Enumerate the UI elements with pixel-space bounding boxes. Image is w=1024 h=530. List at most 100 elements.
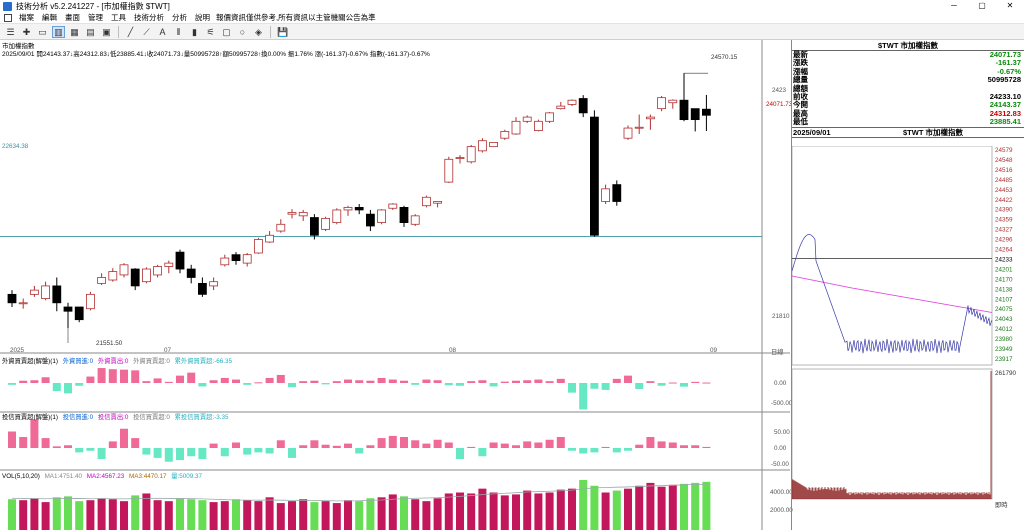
dealer-bar bbox=[635, 444, 644, 448]
volume-bar bbox=[579, 480, 588, 530]
foreign-bar bbox=[702, 382, 711, 384]
close-button[interactable]: ✕ bbox=[1006, 1, 1014, 10]
dealer-bar bbox=[512, 445, 520, 448]
foreign-bar bbox=[422, 379, 431, 383]
foreign-bar bbox=[411, 383, 420, 385]
menu-file[interactable]: 檔案 bbox=[19, 13, 34, 22]
menu-technical-analysis[interactable]: 技術分析 bbox=[134, 13, 164, 22]
candle-body bbox=[265, 234, 275, 243]
candle-body bbox=[175, 251, 185, 270]
mini-volume-tick: 261790 bbox=[995, 370, 1017, 377]
circle-icon[interactable]: ○ bbox=[239, 26, 246, 37]
dealer-bar bbox=[310, 440, 319, 448]
dealer-bar bbox=[52, 446, 61, 448]
candle-body bbox=[634, 126, 644, 129]
chart-area[interactable]: 市加權指數 2025/09/01 開24143.37↓高24312.83↓低23… bbox=[0, 40, 793, 530]
dealer-bar bbox=[366, 445, 375, 448]
dealer-bar bbox=[478, 448, 487, 457]
volume-bar bbox=[691, 482, 700, 530]
menu-manage[interactable]: 管理 bbox=[88, 13, 103, 22]
candle-body bbox=[466, 146, 476, 163]
dealer-bar bbox=[30, 419, 39, 448]
volume-bar bbox=[624, 488, 632, 530]
menu-edit[interactable]: 編輯 bbox=[42, 13, 57, 22]
volume-bar bbox=[433, 498, 442, 530]
foreign-bar bbox=[579, 383, 588, 410]
volume-bar bbox=[321, 501, 330, 530]
dealer-bar bbox=[411, 440, 420, 448]
save-icon[interactable]: 💾 bbox=[277, 26, 289, 37]
dealer-bar bbox=[41, 438, 50, 448]
dealer-bar bbox=[646, 437, 655, 448]
reference-line-label: 22634.38 bbox=[2, 143, 29, 150]
volume-bar bbox=[265, 497, 274, 530]
candle-body bbox=[623, 127, 633, 139]
candle-body bbox=[522, 116, 532, 122]
chart-icon[interactable]: ☰ bbox=[6, 26, 15, 37]
trend-icon[interactable]: ⟋ bbox=[143, 26, 150, 37]
bars-icon[interactable]: ⦀ bbox=[176, 26, 181, 37]
dealer-bar bbox=[332, 445, 341, 448]
foreign-bar bbox=[601, 383, 610, 390]
dealer-bar bbox=[209, 443, 218, 448]
mini-y-tick: 24296 bbox=[995, 237, 1013, 244]
fill-icon[interactable]: ◈ bbox=[255, 26, 262, 37]
candle-body bbox=[231, 254, 241, 261]
volume-bar bbox=[355, 501, 364, 530]
candle-body bbox=[421, 196, 431, 207]
minimize-button[interactable]: ─ bbox=[951, 1, 957, 10]
quote-label: 最低 bbox=[793, 117, 808, 127]
mini-y-tick: 24170 bbox=[995, 276, 1013, 283]
config-icon[interactable]: ▤ bbox=[86, 26, 95, 37]
candle-icon[interactable]: ▥ bbox=[52, 25, 65, 38]
text-tool-icon[interactable]: A bbox=[159, 26, 166, 37]
dealer-bar bbox=[176, 448, 184, 461]
volume-bar bbox=[512, 494, 520, 530]
mini-y-tick: 23949 bbox=[995, 346, 1013, 353]
zoom-icon[interactable]: ▣ bbox=[102, 26, 111, 37]
menu-bar: 檔案 編輯 畫面 管理 工具 技術分析 分析 說明 報價資訊僅供參考,所有資訊以… bbox=[0, 12, 1024, 24]
dealer-bar bbox=[8, 431, 16, 448]
menu-view[interactable]: 畫面 bbox=[65, 13, 80, 22]
dealer-bar bbox=[590, 448, 599, 453]
dealer-bar bbox=[489, 442, 498, 448]
dealer-bar bbox=[220, 448, 229, 457]
quote-row: 漲幅 -0.67% bbox=[792, 67, 1024, 76]
foreign-bar bbox=[545, 381, 554, 383]
mini-y-tick: 24107 bbox=[995, 296, 1013, 303]
bar-chart-icon[interactable]: ▮ bbox=[192, 26, 197, 37]
candle-body bbox=[365, 213, 375, 227]
volume-bar bbox=[220, 501, 229, 530]
menu-help[interactable]: 說明 bbox=[195, 13, 210, 22]
menu-tools[interactable]: 工具 bbox=[111, 13, 126, 22]
grid-icon[interactable]: ▦ bbox=[70, 26, 79, 37]
dealer-bar bbox=[388, 435, 397, 448]
dealer-bar bbox=[75, 448, 84, 453]
line-tool-icon[interactable]: ╱ bbox=[127, 26, 134, 37]
dealer-bar bbox=[556, 437, 565, 448]
volume-bar bbox=[702, 481, 711, 530]
candle-body bbox=[433, 201, 443, 204]
quote-row: 今開 24143.37 bbox=[792, 100, 1024, 109]
candle-body bbox=[97, 277, 106, 284]
foreign-bar bbox=[64, 383, 72, 394]
window-icon[interactable]: ▭ bbox=[38, 26, 47, 37]
menu-analysis[interactable]: 分析 bbox=[172, 13, 187, 22]
candle-body bbox=[590, 116, 599, 236]
quote-value: 50995728 bbox=[987, 75, 1021, 85]
rect-icon[interactable]: ▢ bbox=[222, 26, 231, 37]
intraday-chart[interactable]: 24579 24548 24516 24485 24453 24422 24390 24359… bbox=[792, 146, 1024, 530]
quote-value: 24312.83 bbox=[989, 108, 1021, 118]
date-2025: 2025 bbox=[10, 347, 25, 354]
foreign-bar bbox=[220, 377, 229, 383]
dealer-bar bbox=[254, 448, 263, 453]
foreign-bar bbox=[467, 381, 476, 383]
foreign-bar bbox=[52, 383, 61, 392]
volume-bar bbox=[209, 502, 218, 530]
plus-icon[interactable]: ✚ bbox=[22, 26, 31, 37]
ruler-icon[interactable]: ⚟ bbox=[206, 26, 215, 37]
candle-body bbox=[220, 257, 230, 266]
maximize-button[interactable]: ▢ bbox=[978, 1, 986, 10]
dealer-buy: 投信買進:0 bbox=[62, 414, 94, 421]
foreign-header: 外資買賣超(解盤)(1) 外資買進:0 外資賣出:0 外資買賣超:0 累外資買賣… bbox=[2, 356, 235, 365]
